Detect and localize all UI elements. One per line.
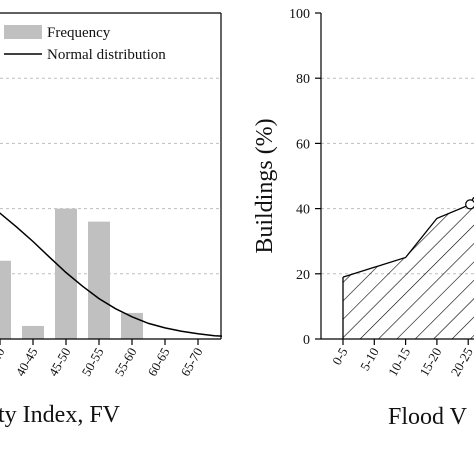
right-xtick-label: 0-5	[329, 345, 351, 368]
frequency-bar	[55, 208, 77, 339]
right-chart: 0 20 40 60 80 100 0-5 5-10 10-15 15-20 20-25 Buil…	[252, 7, 474, 430]
right-ytick-label: 0	[303, 333, 310, 348]
left-xtick-label: 55-60	[111, 345, 139, 379]
right-xtick-label: 20-25	[448, 345, 474, 379]
left-xtick-label: 40-45	[12, 345, 40, 379]
right-xtick-label: 5-10	[357, 345, 382, 373]
right-xtick-label: 15-20	[416, 345, 444, 379]
right-markers	[342, 199, 474, 339]
left-xtick-label: 50-55	[78, 345, 106, 379]
right-ytick-label: 80	[296, 72, 310, 87]
left-xtick-label: 60-65	[144, 345, 172, 379]
left-gridlines	[0, 77, 221, 275]
left-xtick-label: 45-50	[45, 345, 73, 379]
left-xtick-label: 65-70	[177, 345, 205, 379]
right-ytick-label: 40	[296, 203, 310, 218]
left-xtick-label: 40	[0, 345, 8, 364]
legend-normal-label: Normal distribution	[47, 47, 166, 63]
left-chart: 40 40-45 45-50 50-55 55-60 60-65 65-70 Frequen…	[0, 12, 222, 428]
left-legend: Frequency Normal distribution	[4, 25, 166, 63]
right-ytick-label: 100	[289, 7, 310, 22]
right-xticks: 0-5 5-10 10-15 15-20 20-25	[329, 339, 474, 379]
left-xticks	[0, 339, 199, 345]
left-xtick-labels: 40 40-45 45-50 50-55 55-60 60-65 65-70	[0, 345, 206, 379]
right-ytick-label: 20	[296, 268, 310, 283]
frequency-bar	[22, 325, 44, 339]
right-yticks: 0 20 40 60 80 100	[289, 7, 321, 348]
left-xaxis-label: ty Index, FV	[0, 402, 121, 428]
right-xaxis-label: Flood V	[388, 404, 468, 430]
right-ytick-label: 60	[296, 137, 310, 152]
legend-frequency-label: Frequency	[47, 25, 111, 41]
frequency-bar	[0, 260, 11, 339]
data-point-marker	[465, 199, 474, 210]
right-yaxis-label: Buildings (%)	[252, 118, 278, 253]
normal-distribution-curve	[0, 212, 222, 337]
frequency-bar	[88, 221, 110, 339]
legend-frequency-swatch	[4, 25, 42, 39]
right-xtick-label: 10-15	[385, 345, 413, 379]
buildings-area-hatched	[343, 197, 474, 339]
left-bars	[0, 208, 143, 339]
